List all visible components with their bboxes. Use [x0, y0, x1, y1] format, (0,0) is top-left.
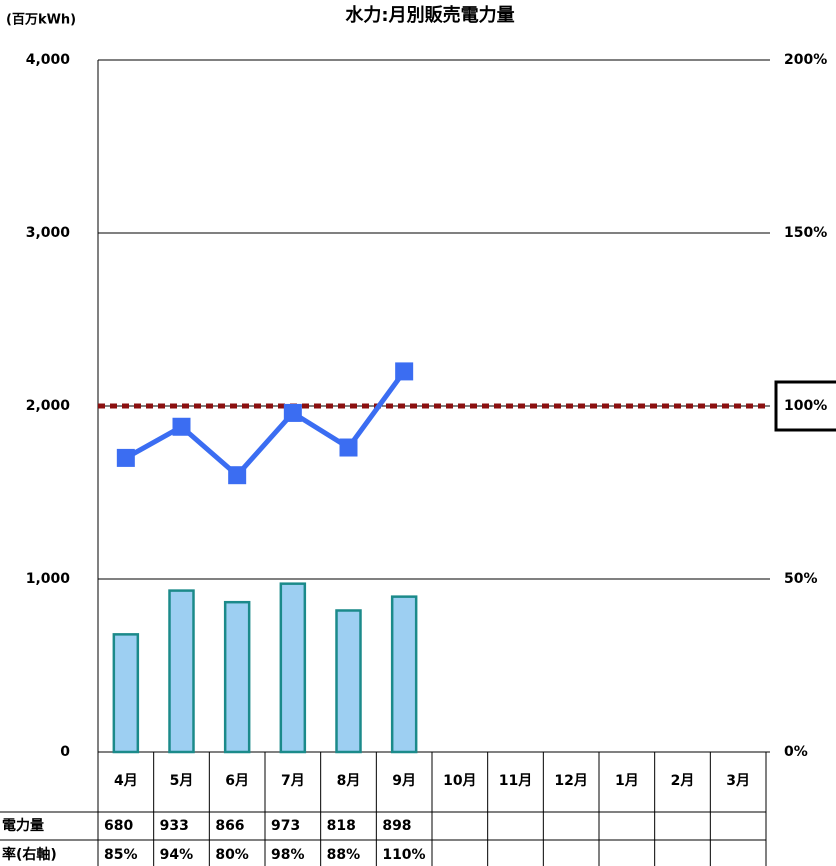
bar: [223, 600, 251, 754]
table-cell: 88%: [327, 847, 361, 863]
table-cell: 110%: [382, 847, 425, 863]
y-tick-label: 2,000: [26, 398, 71, 414]
reference-label-box: [774, 380, 836, 432]
bar: [112, 633, 140, 754]
x-tick-label: 9月: [392, 773, 416, 789]
bar: [390, 595, 418, 754]
x-tick-label: 1月: [615, 773, 639, 789]
y-tick-label: 4,000: [26, 52, 71, 68]
y-axis-label: (百万kWh): [6, 13, 76, 28]
y2-tick-label: 50%: [784, 571, 818, 587]
table-cell: 818: [327, 818, 356, 834]
y-tick-label: 1,000: [26, 571, 71, 587]
x-tick-label: 12月: [554, 773, 587, 789]
y2-tick-label: 200%: [784, 52, 827, 68]
x-tick-label: 7月: [281, 773, 305, 789]
x-tick-label: 2月: [671, 773, 695, 789]
marker: [172, 417, 191, 436]
x-tick-label: 11月: [499, 773, 532, 789]
x-tick-label: 5月: [170, 773, 194, 789]
bar: [279, 582, 307, 754]
marker: [116, 448, 135, 467]
marker: [339, 438, 358, 457]
table-cell: 973: [271, 818, 300, 834]
table-cell: 85%: [104, 847, 138, 863]
table-row-header: 率(右軸): [2, 846, 57, 863]
y-tick-label: 3,000: [26, 225, 71, 241]
bar: [335, 609, 362, 754]
table-row-header: 電力量: [2, 817, 44, 834]
marker: [228, 466, 247, 485]
chart-title: 水力:月別販売電力量: [345, 4, 514, 26]
x-tick-label: 3月: [726, 773, 750, 789]
y2-tick-label: 150%: [784, 225, 827, 241]
y2-tick-label: 0%: [784, 744, 808, 760]
table-cell: 898: [382, 818, 411, 834]
table-cell: 98%: [271, 847, 305, 863]
table-cell: 866: [215, 818, 244, 834]
y-tick-label: 0: [60, 744, 70, 760]
table-cell: 680: [104, 818, 133, 834]
x-tick-label: 4月: [114, 773, 138, 789]
line: [124, 369, 407, 479]
marker: [283, 403, 302, 422]
table-cell: 80%: [215, 847, 249, 863]
marker: [395, 362, 414, 381]
y2-tick-label: 100%: [784, 398, 827, 414]
x-tick-label: 8月: [337, 773, 361, 789]
x-tick-label: 10月: [443, 773, 476, 789]
bar: [168, 589, 195, 754]
x-tick-label: 6月: [225, 773, 249, 789]
table-cell: 933: [160, 818, 189, 834]
table-cell: 94%: [160, 847, 194, 863]
